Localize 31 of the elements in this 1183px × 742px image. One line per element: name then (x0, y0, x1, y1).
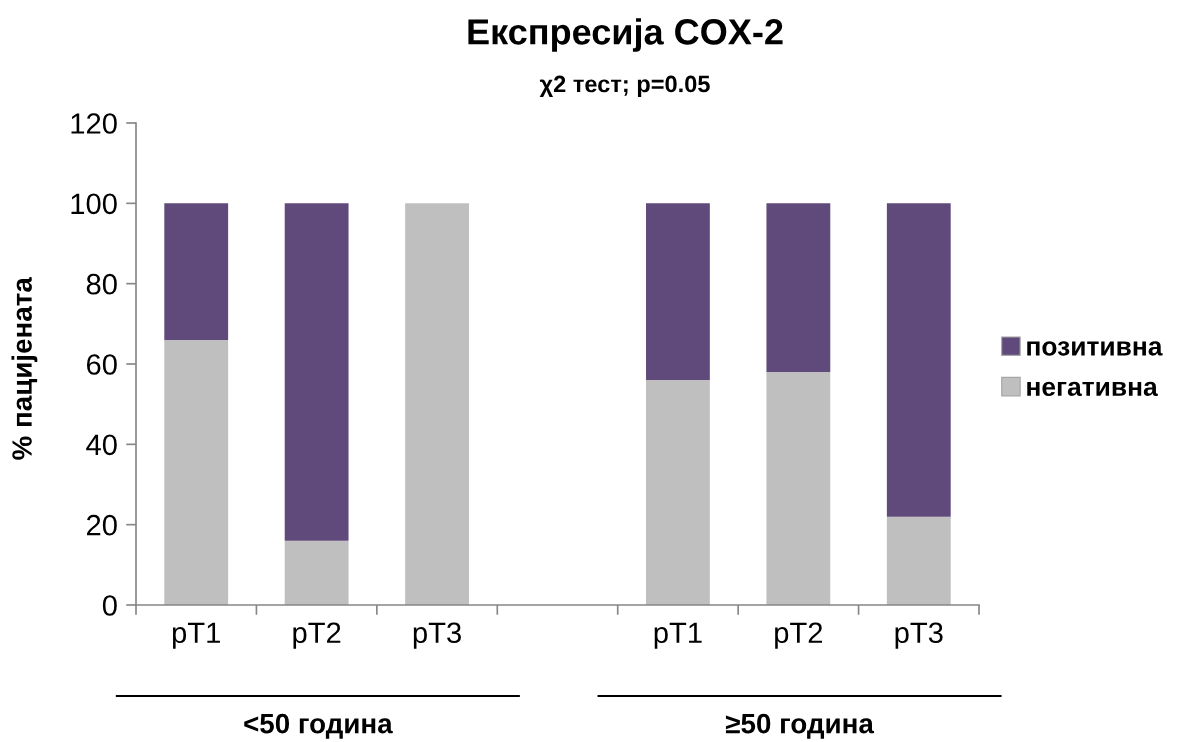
bar (164, 203, 229, 340)
x-tick-label: pT2 (775, 622, 823, 649)
bar (164, 339, 229, 605)
chart-title: Експресија COX-2 (468, 18, 783, 52)
bar (646, 203, 710, 381)
y-tick-label: 0 (102, 595, 117, 616)
bar (766, 372, 831, 605)
x-tick-label: pT3 (413, 622, 461, 649)
chart-subtitle: χ2 тест; p=0.05 (539, 75, 710, 98)
bar (405, 203, 469, 605)
y-axis-title: % пацијената (11, 277, 38, 460)
x-tick-label: pT1 (654, 622, 702, 649)
y-tick-label: 20 (86, 514, 117, 536)
y-tick-label: 80 (86, 273, 117, 295)
bar (284, 203, 349, 541)
text: ≥50 година (725, 713, 875, 739)
x-tick-label: pT3 (895, 622, 943, 649)
x-tick-label: pT2 (293, 622, 341, 649)
legend-label: негативна (1027, 381, 1158, 397)
x-tick-label: pT1 (172, 622, 220, 649)
bar (886, 516, 951, 605)
y-tick-label: 120 (71, 113, 117, 134)
bar (766, 203, 831, 373)
bar (646, 380, 710, 605)
bar (284, 540, 349, 605)
legend-label: позитивна (1027, 341, 1163, 356)
text: <50 година (244, 713, 393, 739)
y-tick-label: 100 (71, 193, 117, 215)
y-tick-label: 60 (86, 354, 117, 375)
y-tick-label: 40 (86, 434, 117, 456)
bar (886, 203, 951, 517)
